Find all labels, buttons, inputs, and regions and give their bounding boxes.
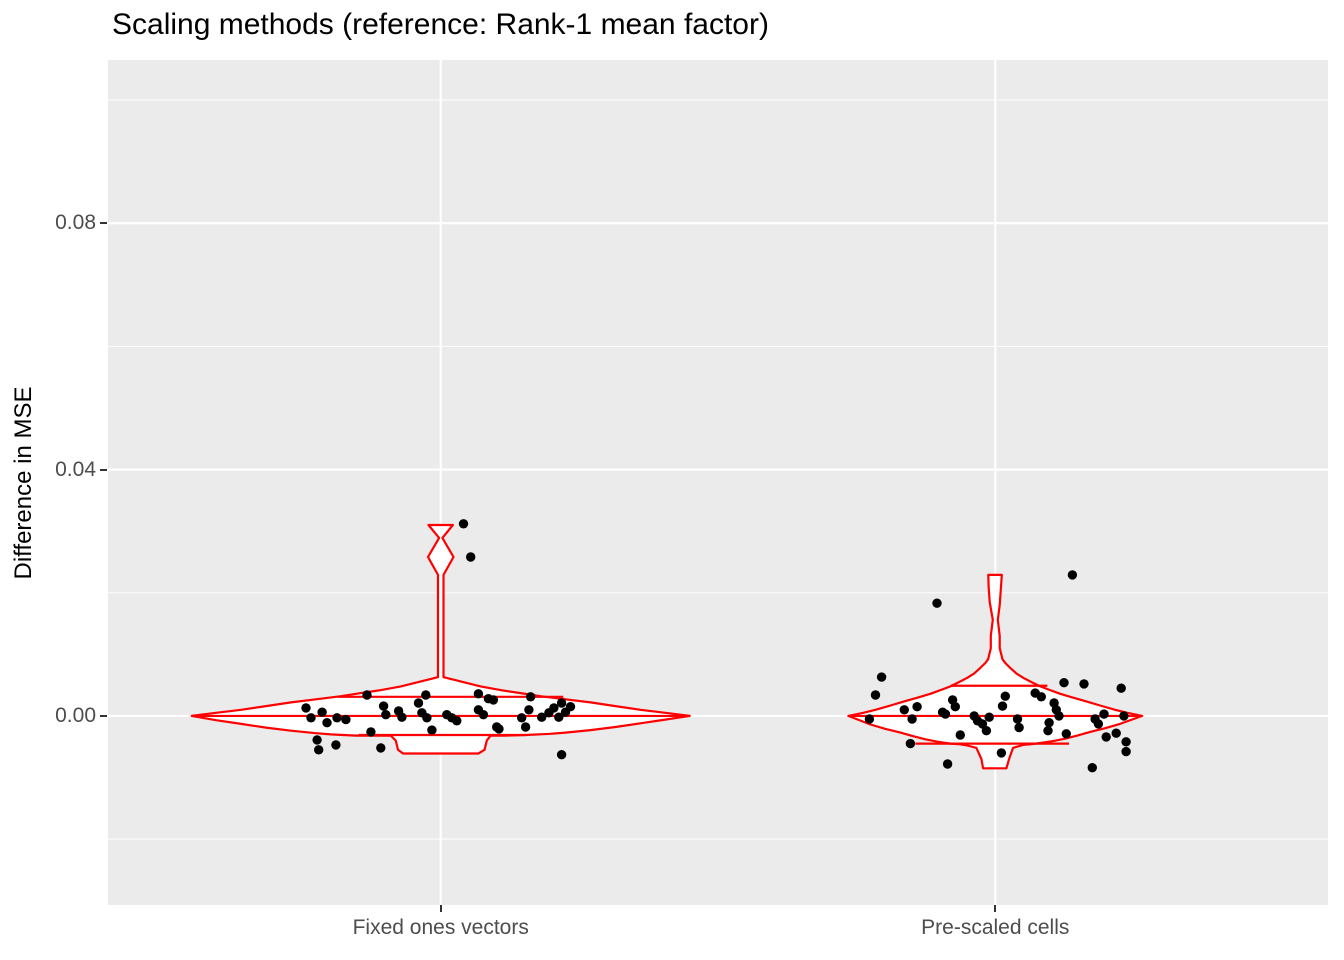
jitter-point [341,714,351,725]
jitter-point [899,705,909,715]
jitter-point [940,709,951,719]
jitter-point [332,713,342,723]
violin-outline [847,573,1144,770]
jitter-point [1012,714,1023,724]
jitter-point [1079,679,1089,689]
jitter-point [427,725,437,735]
jitter-point [556,750,567,760]
jitter-point [466,552,476,562]
jitter-point [312,735,322,745]
jitter-point [376,743,386,753]
jitter-point [478,710,489,720]
jitter-point [413,698,424,708]
jitter-point [483,694,494,704]
jitter-point [473,689,484,699]
jitter-point [955,730,965,740]
plot-panel [108,60,1328,905]
x-tick-label: Pre-scaled cells [921,916,1070,939]
jitter-point [864,714,875,724]
jitter-point [1111,728,1121,738]
jitter-point [1067,570,1078,580]
jitter-point [378,701,389,711]
jitter-point [554,712,564,722]
jitter-point [1101,732,1111,742]
jitter-point [977,719,988,729]
jitter-point [996,748,1007,758]
jitter-point [314,745,324,755]
jitter-point [494,724,504,734]
y-tick-mark [100,714,107,717]
jitter-point [525,692,536,702]
jitter-point [524,705,534,715]
y-tick-label: 0.04 [55,457,96,481]
jitter-point [942,759,953,769]
jitter-point [1061,729,1071,739]
jitter-point [1121,737,1131,747]
jitter-point [362,690,372,700]
jitter-point [1093,719,1104,729]
jitter-point [381,710,391,720]
jitter-point [560,707,571,717]
jitter-point [876,672,887,682]
jitter-point [306,713,316,723]
jitter-point [556,698,567,708]
jitter-point [452,716,462,726]
jitter-point [1000,691,1010,701]
jitter-point [1036,692,1046,702]
jitter-point [907,714,917,724]
jitter-point [1119,711,1129,721]
jitter-point [1014,722,1024,733]
y-tick-label: 0.08 [55,211,96,235]
jitter-point [366,727,376,737]
jitter-point [997,701,1008,711]
jitter-point [331,740,341,750]
jitter-point [1116,683,1126,693]
jitter-point [301,703,311,713]
y-tick-mark [100,222,107,225]
jitter-point [421,690,431,700]
jitter-point [950,702,960,712]
jitter-point [1054,711,1064,721]
jitter-point [1099,709,1109,719]
jitter-point [322,718,332,728]
jitter-point [1059,678,1069,688]
jitter-point [912,702,922,712]
jitter-point [905,738,916,749]
x-tick-label: Fixed ones vectors [352,916,529,939]
plot-title: Scaling methods (reference: Rank-1 mean … [112,8,769,41]
jitter-point [317,707,327,717]
jitter-point [549,703,559,713]
x-tick-mark [439,905,442,912]
jitter-point [984,712,994,722]
jitter-point [1087,763,1097,773]
jitter-point [1121,746,1131,757]
y-axis-title: Difference in MSE [10,386,37,580]
jitter-point [981,726,992,736]
jitter-point [537,712,547,722]
jitter-point [1044,718,1054,728]
violin-chart [108,60,1328,905]
jitter-point [517,713,527,723]
y-tick-mark [100,468,107,471]
jitter-point [1043,726,1053,736]
jitter-point [520,722,531,732]
jitter-point [397,712,407,722]
violin-outline [190,523,691,755]
y-tick-label: 0.00 [55,703,96,727]
jitter-point [422,713,432,723]
x-tick-mark [994,905,997,912]
jitter-point [870,690,881,700]
jitter-point [458,519,469,529]
jitter-point [932,598,942,608]
